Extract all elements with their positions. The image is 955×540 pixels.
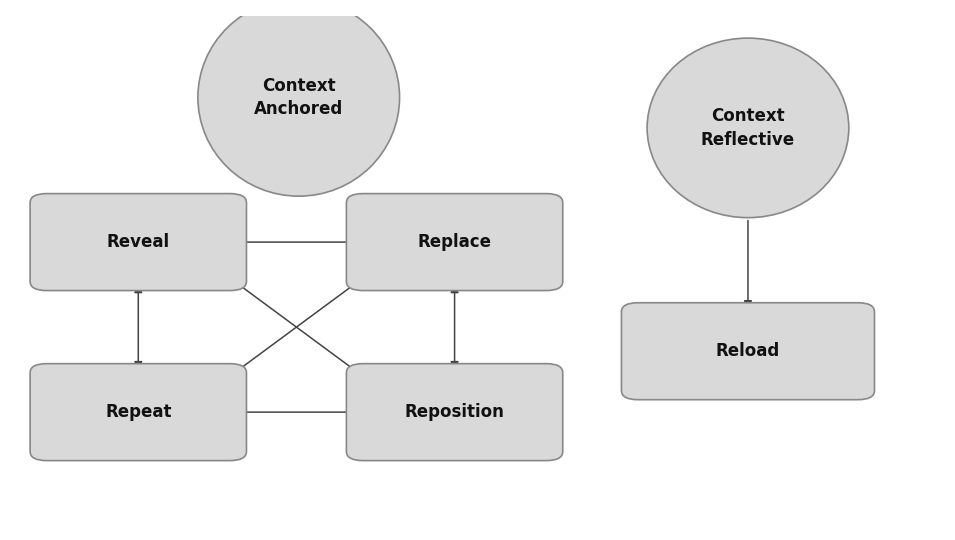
Ellipse shape [647,38,849,218]
FancyBboxPatch shape [31,194,246,291]
FancyBboxPatch shape [347,194,562,291]
FancyBboxPatch shape [622,303,875,400]
FancyBboxPatch shape [347,363,562,461]
Text: Context
Reflective: Context Reflective [701,107,795,148]
Text: Context
Anchored: Context Anchored [254,77,344,118]
Text: Reveal: Reveal [107,233,170,251]
Text: Replace: Replace [417,233,492,251]
FancyBboxPatch shape [31,363,246,461]
Text: Reposition: Reposition [405,403,504,421]
Ellipse shape [198,0,399,196]
Text: Repeat: Repeat [105,403,172,421]
Text: Reload: Reload [716,342,780,360]
